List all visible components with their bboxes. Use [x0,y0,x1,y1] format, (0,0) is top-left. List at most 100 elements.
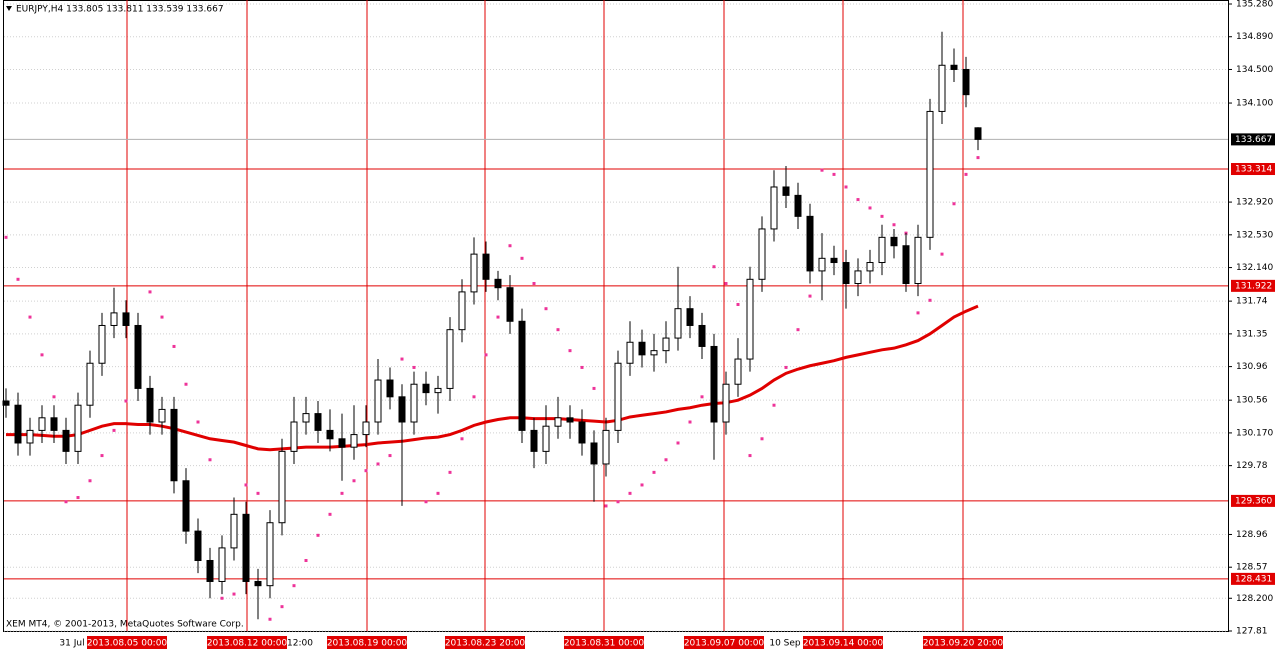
sar-dot [88,479,92,483]
sar-dot [664,458,668,462]
candle-body [518,320,526,431]
x-label-box [803,636,883,649]
candle-body [398,396,406,423]
x-label: 2013.08.31 00:00 [564,639,645,649]
x-label: 2013.09.20 20:00 [923,639,1004,649]
sar-dot [280,605,284,609]
sar-dot [628,491,632,495]
candle-body [662,337,670,352]
sar-dot [64,500,68,504]
sar-dot [556,328,560,332]
y-tick-label: 134.500 [1236,65,1273,75]
sar-dot [580,365,584,369]
candle-body [302,413,310,423]
sar-dot [544,307,548,311]
candle-body [74,404,82,452]
candle-body [614,362,622,431]
candle-body [794,194,802,217]
sar-dot [976,156,980,160]
sar-dot [328,512,332,516]
candle-body [206,559,214,582]
sar-dot [28,315,32,319]
candle-body [710,345,718,423]
sar-dot [832,172,836,176]
candle-body [410,383,418,423]
x-label: 2013.08.05 00:00 [87,639,168,649]
sar-dot [532,282,536,286]
level-label: 129.360 [1235,496,1272,506]
sar-dot [796,328,800,332]
candle-body [842,262,850,285]
y-tick-label: 134.100 [1236,99,1273,109]
y-tick-label: 131.74 [1236,297,1268,307]
sar-dot [436,491,440,495]
sar-dot [820,168,824,172]
sar-dot [496,315,500,319]
candle-body [14,404,22,444]
sar-dot [208,458,212,462]
candle-body [590,442,598,465]
chart-title: EURJPY,H4 133.805 133.811 133.539 133.66… [16,5,224,15]
candle-body [746,278,754,360]
y-tick-label: 134.890 [1236,32,1273,42]
sar-dot [124,399,128,403]
sar-dot [196,420,200,424]
sar-dot [460,437,464,441]
sar-dot [916,311,920,315]
candle-body [602,429,610,465]
candle-body [230,513,238,549]
sar-dot [400,357,404,361]
y-tick-label: 131.35 [1236,329,1268,339]
candle-body [482,253,490,280]
y-tick-label: 128.57 [1236,563,1268,573]
candle-body [782,186,790,196]
candle-body [974,127,982,140]
y-tick-label: 130.96 [1236,362,1268,372]
sar-dot [184,382,188,386]
sar-dot [256,491,260,495]
candle-body [38,417,46,431]
candle-body [554,417,562,427]
y-tick-label: 132.530 [1236,230,1273,240]
sar-dot [880,214,884,218]
level-label-box [1231,163,1275,176]
candle-body [254,580,262,587]
level-label: 133.314 [1235,165,1272,175]
sar-dot [376,462,380,466]
sar-dot [40,353,44,357]
sar-dot [616,500,620,504]
candle-body [878,236,886,264]
sar-dot [520,256,524,260]
candle-body [950,64,958,70]
candle-body [350,434,358,448]
sar-dot [844,185,848,189]
candle-body [578,421,586,444]
sar-dot [220,596,224,600]
x-label-box [327,636,407,649]
sar-dot [316,533,320,537]
sar-dot [712,265,716,269]
y-tick-label: 128.200 [1236,594,1273,604]
candle-body [698,324,706,347]
candle-body [218,547,226,582]
candle-body [158,408,166,423]
candle-body [26,429,34,444]
candle-body [242,513,250,582]
x-label: 2013.09.14 00:00 [803,639,884,649]
sar-dot [412,365,416,369]
footer: XEM MT4, © 2001-2013, MetaQuotes Softwar… [6,620,244,630]
sar-dot [100,454,104,458]
sar-dot [808,294,812,298]
menu-triangle [6,6,12,11]
candle-body [674,308,682,339]
candle-body [194,530,202,561]
sar-dot [268,617,272,621]
candle-body [530,429,538,452]
current-price-box [1231,133,1275,146]
sar-dot [952,202,956,206]
sar-dot [340,491,344,495]
sar-dot [508,244,512,248]
candle-body [62,429,70,452]
